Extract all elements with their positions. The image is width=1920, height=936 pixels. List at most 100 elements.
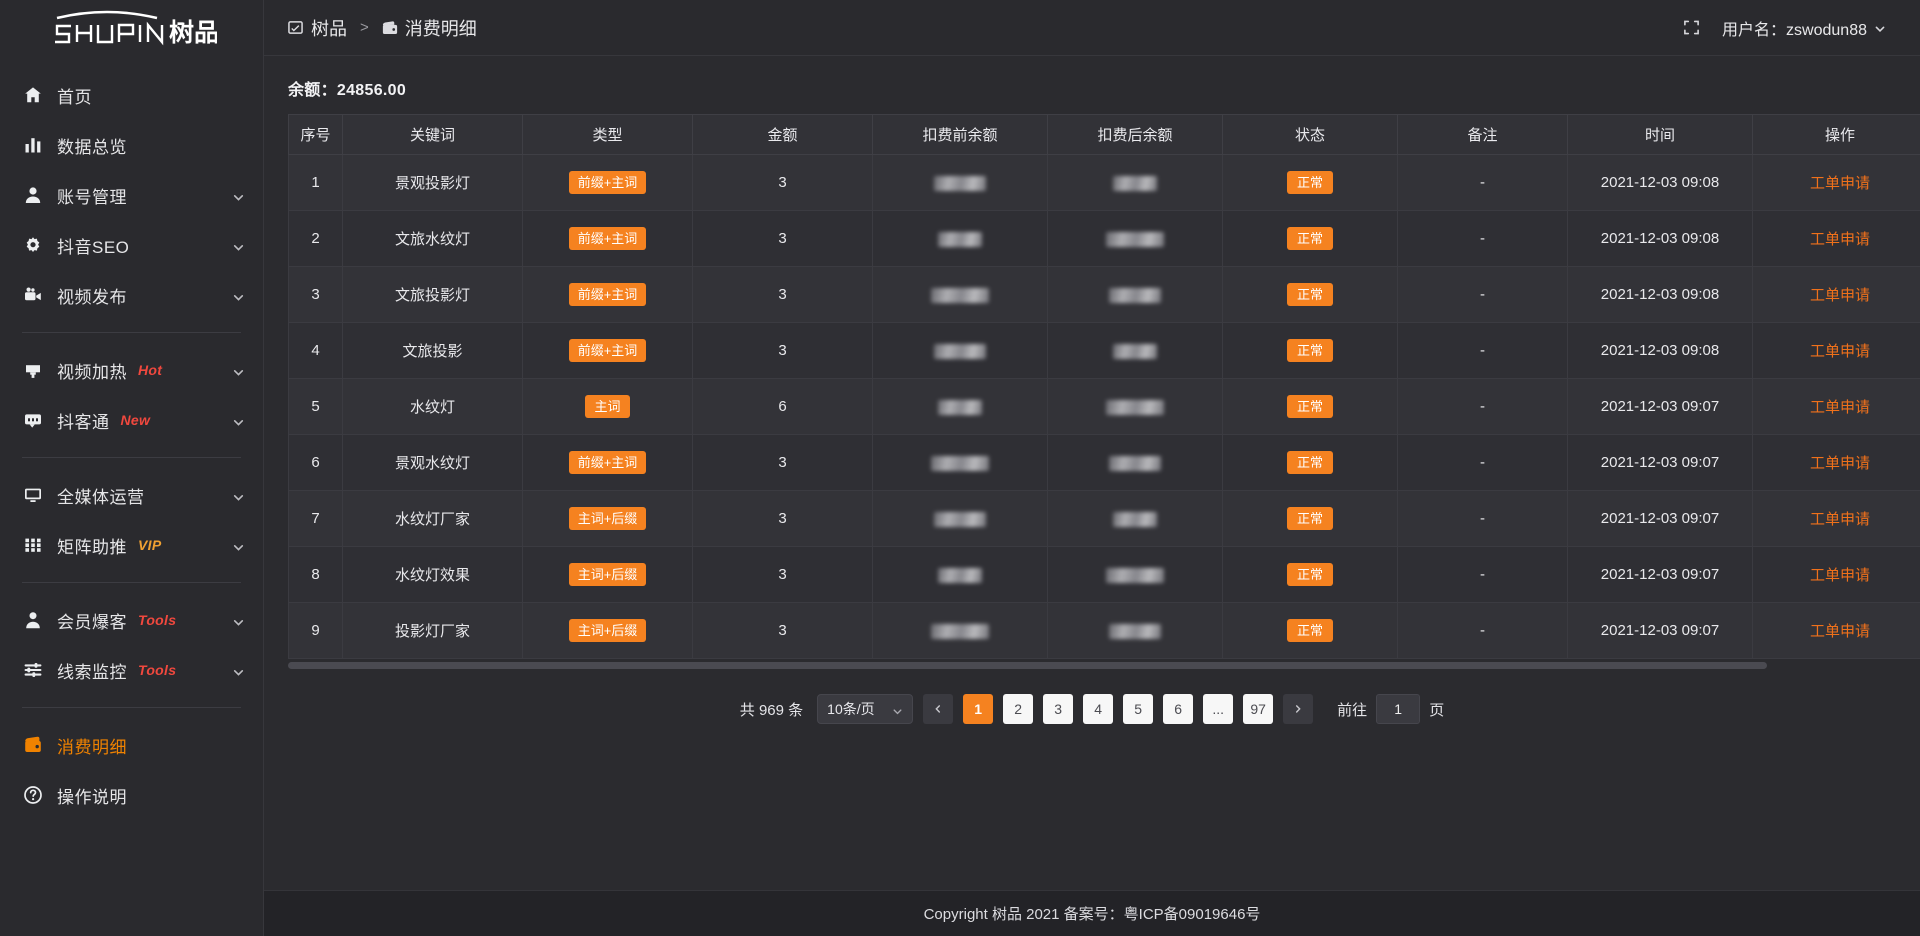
cell-balance-after — [1047, 154, 1223, 211]
work-order-link[interactable]: 工单申请 — [1809, 511, 1870, 528]
chevron-down-icon[interactable] — [232, 489, 245, 502]
pagination-page-button[interactable]: 2 — [1003, 694, 1034, 724]
table-column-header: 操作 — [1752, 114, 1920, 155]
sidebar-item-视频发布[interactable]: 视频发布 — [0, 270, 263, 320]
status-badge: 正常 — [1286, 618, 1333, 643]
sidebar-item-全媒体运营[interactable]: 全媒体运营 — [0, 470, 263, 520]
user-icon — [22, 184, 44, 206]
chevron-down-icon — [1874, 22, 1886, 34]
table-row[interactable]: 5 水纹灯 主词 6 正常 -2021-12-03 09:07 工单申请 — [288, 378, 1920, 435]
pagination-page-button[interactable]: 97 — [1243, 694, 1274, 724]
cell-remark: - — [1397, 490, 1568, 547]
brand-logo[interactable]: 树品 — [0, 0, 263, 56]
scrollbar-thumb[interactable] — [288, 662, 1768, 669]
cell-amount: 3 — [692, 322, 873, 379]
table-row[interactable]: 3 文旅投影灯 前缀+主词 3 正常 -2021-12-03 09:08 工单申请 — [288, 266, 1920, 323]
pagination-next-button[interactable] — [1283, 694, 1314, 724]
table-row[interactable]: 8 水纹灯效果 主词+后缀 3 正常 -2021-12-03 09:07 工单申请 — [288, 546, 1920, 603]
sidebar-item-线索监控[interactable]: 线索监控 Tools — [0, 645, 263, 695]
fullscreen-icon[interactable] — [1683, 19, 1700, 36]
sliders-icon — [22, 659, 44, 681]
status-badge: 正常 — [1286, 170, 1333, 195]
cell-type: 主词+后缀 — [522, 546, 693, 603]
shupin-logo-icon: 树品 — [54, 10, 217, 47]
cell-balance-before — [872, 546, 1048, 603]
chevron-down-icon[interactable] — [232, 414, 245, 427]
chevron-down-icon[interactable] — [232, 189, 245, 202]
table-row[interactable]: 1 景观投影灯 前缀+主词 3 正常 -2021-12-03 09:08 工单申请 — [288, 154, 1920, 211]
work-order-link[interactable]: 工单申请 — [1809, 175, 1870, 192]
sidebar-item-label: 视频发布 — [57, 287, 127, 307]
chevron-down-icon[interactable] — [232, 664, 245, 677]
cell-balance-after — [1047, 602, 1223, 659]
chevron-down-icon[interactable] — [232, 614, 245, 627]
chevron-down-icon[interactable] — [232, 239, 245, 252]
table-row[interactable]: 4 文旅投影 前缀+主词 3 正常 -2021-12-03 09:08 工单申请 — [288, 322, 1920, 379]
consumption-table-wrapper: 序号 关键词 类型 金额 扣费前余额 扣费后余额 状态 备注 时间 操作 1 景观投影灯 前缀+主词 3… — [288, 114, 1920, 670]
sidebar-item-消费明细[interactable]: 消费明细 — [0, 720, 263, 770]
work-order-link[interactable]: 工单申请 — [1809, 287, 1870, 304]
work-order-link[interactable]: 工单申请 — [1809, 231, 1870, 248]
pagination-page-button[interactable]: 4 — [1083, 694, 1114, 724]
table-row[interactable]: 2 文旅水纹灯 前缀+主词 3 正常 -2021-12-03 09:08 工单申请 — [288, 210, 1920, 267]
pagination-page-button[interactable]: 6 — [1163, 694, 1194, 724]
pagination-prev-button[interactable] — [923, 694, 954, 724]
cell-operation: 工单申请 — [1752, 322, 1920, 379]
table-row[interactable]: 6 景观水纹灯 前缀+主词 3 正常 -2021-12-03 09:07 工单申请 — [288, 434, 1920, 491]
home-icon — [22, 84, 44, 106]
goto-label: 前往 — [1337, 701, 1368, 719]
pagination-pages: 1 2 3 4 5 6... 97 — [963, 694, 1274, 724]
sidebar-item-账号管理[interactable]: 账号管理 — [0, 170, 263, 220]
sidebar-item-label: 账号管理 — [57, 187, 127, 207]
cell-remark: - — [1397, 546, 1568, 603]
sidebar-item-首页[interactable]: 首页 — [0, 70, 263, 120]
cell-operation: 工单申请 — [1752, 210, 1920, 267]
horizontal-scrollbar[interactable] — [288, 661, 1896, 670]
breadcrumb-item-current[interactable]: 消费明细 — [382, 15, 477, 41]
sidebar-item-抖客通[interactable]: 抖客通 New — [0, 395, 263, 445]
pagination-page-button[interactable]: 3 — [1043, 694, 1074, 724]
work-order-link[interactable]: 工单申请 — [1809, 399, 1870, 416]
goto-unit: 页 — [1429, 701, 1445, 719]
table-column-header: 金额 — [692, 114, 873, 155]
page-size-value: 10条/页 — [827, 701, 875, 717]
breadcrumb-separator: > — [360, 19, 369, 36]
cell-operation: 工单申请 — [1752, 154, 1920, 211]
work-order-link[interactable]: 工单申请 — [1809, 567, 1870, 584]
chevron-down-icon[interactable] — [232, 364, 245, 377]
chevron-down-icon[interactable] — [232, 539, 245, 552]
sidebar-item-视频加热[interactable]: 视频加热 Hot — [0, 345, 263, 395]
type-badge: 前缀+主词 — [568, 282, 647, 307]
sidebar-item-数据总览[interactable]: 数据总览 — [0, 120, 263, 170]
sidebar-item-抖音SEO[interactable]: 抖音SEO — [0, 220, 263, 270]
cell-type: 前缀+主词 — [522, 266, 693, 323]
page-size-select[interactable]: 10条/页 — [817, 694, 914, 724]
work-order-link[interactable]: 工单申请 — [1809, 623, 1870, 640]
video-camera-icon — [22, 284, 44, 306]
cell-type: 前缀+主词 — [522, 434, 693, 491]
cell-remark: - — [1397, 154, 1568, 211]
sidebar-item-操作说明[interactable]: 操作说明 — [0, 770, 263, 820]
user-menu[interactable]: 用户名：zswodun88 — [1722, 16, 1886, 40]
wallet-icon — [22, 734, 44, 756]
redacted-value — [938, 567, 982, 583]
work-order-link[interactable]: 工单申请 — [1809, 343, 1870, 360]
type-badge: 前缀+主词 — [568, 226, 647, 251]
cell-balance-before — [872, 378, 1048, 435]
table-row[interactable]: 9 投影灯厂家 主词+后缀 3 正常 -2021-12-03 09:07 工单申请 — [288, 602, 1920, 659]
table-row[interactable]: 7 水纹灯厂家 主词+后缀 3 正常 -2021-12-03 09:07 工单申请 — [288, 490, 1920, 547]
goto-page-input[interactable] — [1376, 694, 1421, 724]
sidebar-item-badge: Hot — [138, 362, 163, 378]
sidebar-nav: 首页 数据总览账号管理抖音SEO 视频发布视频加热 Hot 抖客通 New 全媒体运营 矩阵助… — [0, 70, 263, 820]
sidebar-item-会员爆客[interactable]: 会员爆客 Tools — [0, 595, 263, 645]
chevron-down-icon[interactable] — [232, 289, 245, 302]
breadcrumb-item-root[interactable]: 树品 — [288, 15, 347, 41]
sidebar-item-矩阵助推[interactable]: 矩阵助推 VIP — [0, 520, 263, 570]
redacted-value — [938, 231, 982, 247]
pagination-page-button[interactable]: 1 — [963, 694, 994, 724]
work-order-link[interactable]: 工单申请 — [1809, 455, 1870, 472]
cell-time: 2021-12-03 09:07 — [1567, 546, 1753, 603]
pagination-ellipsis[interactable]: ... — [1203, 694, 1234, 724]
pagination-page-button[interactable]: 5 — [1123, 694, 1154, 724]
